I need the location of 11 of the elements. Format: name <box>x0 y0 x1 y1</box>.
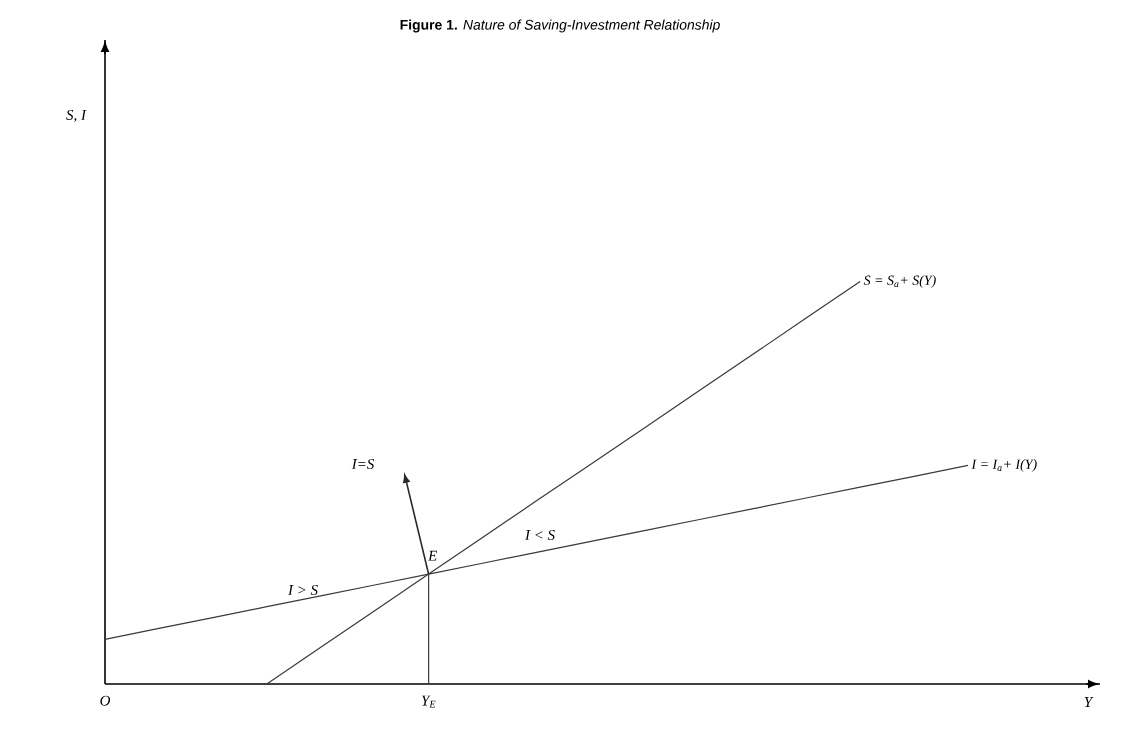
annotation: I=S <box>351 458 375 469</box>
series-label: S = S$_{a}$+ S(Y) <box>863 275 936 288</box>
series-label: I = I$_{a}$+ I(Y) <box>971 459 1037 472</box>
text: Y <box>1084 697 1094 707</box>
annotation: I < S <box>524 529 555 540</box>
text: S, I <box>66 109 87 123</box>
annotation: E <box>427 550 438 561</box>
x-tick-label: O <box>100 695 111 706</box>
x-tick-label: Y$_{E}$ <box>421 695 436 708</box>
annotation: I > S <box>287 584 318 595</box>
chart-title: Figure 1. Nature of Saving-Investment Relationship <box>400 19 720 33</box>
